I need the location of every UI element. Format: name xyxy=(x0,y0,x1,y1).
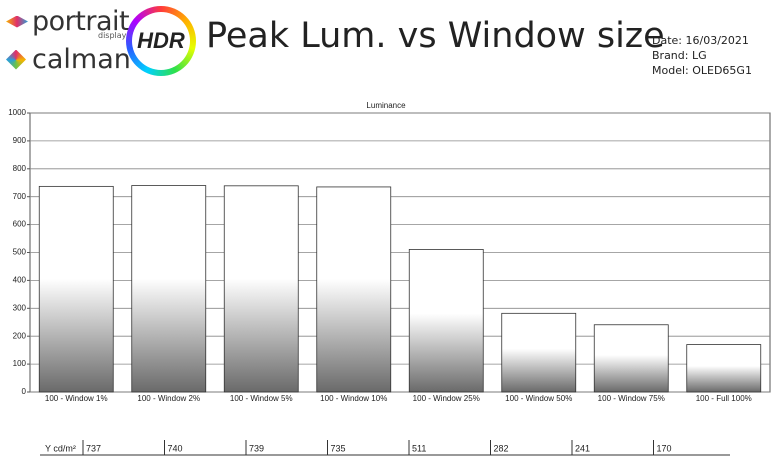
value-label: 282 xyxy=(494,443,509,453)
y-tick-label: 400 xyxy=(13,276,27,285)
y-tick-label: 100 xyxy=(13,359,27,368)
value-label: 740 xyxy=(168,443,183,453)
y-tick-label: 800 xyxy=(13,164,27,173)
y-tick-label: 1000 xyxy=(8,108,26,117)
hdr-badge: HDR xyxy=(126,6,196,76)
x-tick-label: 100 - Window 10% xyxy=(320,394,387,403)
bar xyxy=(131,185,207,393)
displays-text: displays xyxy=(98,31,131,40)
x-tick-label: 100 - Window 25% xyxy=(413,394,480,403)
date: Date: 16/03/2021 xyxy=(652,34,749,47)
value-label: 170 xyxy=(657,443,672,453)
value-label: 739 xyxy=(249,443,264,453)
bar xyxy=(38,185,114,393)
page-title: Peak Lum. vs Window size xyxy=(206,16,665,56)
portrait-logo: portrait displays xyxy=(6,6,131,40)
bar xyxy=(223,185,299,393)
x-tick-label: 100 - Window 1% xyxy=(45,394,108,403)
value-label: 737 xyxy=(86,443,101,453)
y-tick-label: 500 xyxy=(13,248,27,257)
calman-text: calman xyxy=(32,44,131,75)
x-tick-label: 100 - Window 2% xyxy=(137,394,200,403)
bar xyxy=(686,344,762,393)
y-tick-label: 600 xyxy=(13,220,27,229)
chart-title: Luminance xyxy=(366,101,406,110)
calman-logo: calman xyxy=(6,44,131,75)
value-label: 241 xyxy=(575,443,590,453)
meta: Date: 16/03/2021 Brand: LG Model: OLED65… xyxy=(652,33,752,78)
bar xyxy=(501,312,577,393)
y-tick-label: 0 xyxy=(22,387,27,396)
bar xyxy=(408,249,484,393)
bar xyxy=(316,186,392,393)
bar xyxy=(593,324,669,393)
y-tick-label: 200 xyxy=(13,331,27,340)
calman-icon xyxy=(6,49,26,70)
y-tick-label: 900 xyxy=(13,136,27,145)
brand: Brand: LG xyxy=(652,49,707,62)
value-label: 735 xyxy=(331,443,346,453)
y-tick-label: 300 xyxy=(13,303,27,312)
model: Model: OLED65G1 xyxy=(652,64,752,77)
x-tick-label: 100 - Window 50% xyxy=(505,394,572,403)
hdr-text: HDR xyxy=(132,12,190,70)
row-label: Y cd/m² xyxy=(45,443,76,453)
portrait-icon xyxy=(6,15,28,28)
portrait-text: portrait xyxy=(32,6,130,37)
x-tick-label: 100 - Full 100% xyxy=(696,394,752,403)
y-tick-label: 700 xyxy=(13,192,27,201)
x-tick-label: 100 - Window 5% xyxy=(230,394,293,403)
value-label: 511 xyxy=(412,443,426,453)
x-tick-label: 100 - Window 75% xyxy=(598,394,665,403)
